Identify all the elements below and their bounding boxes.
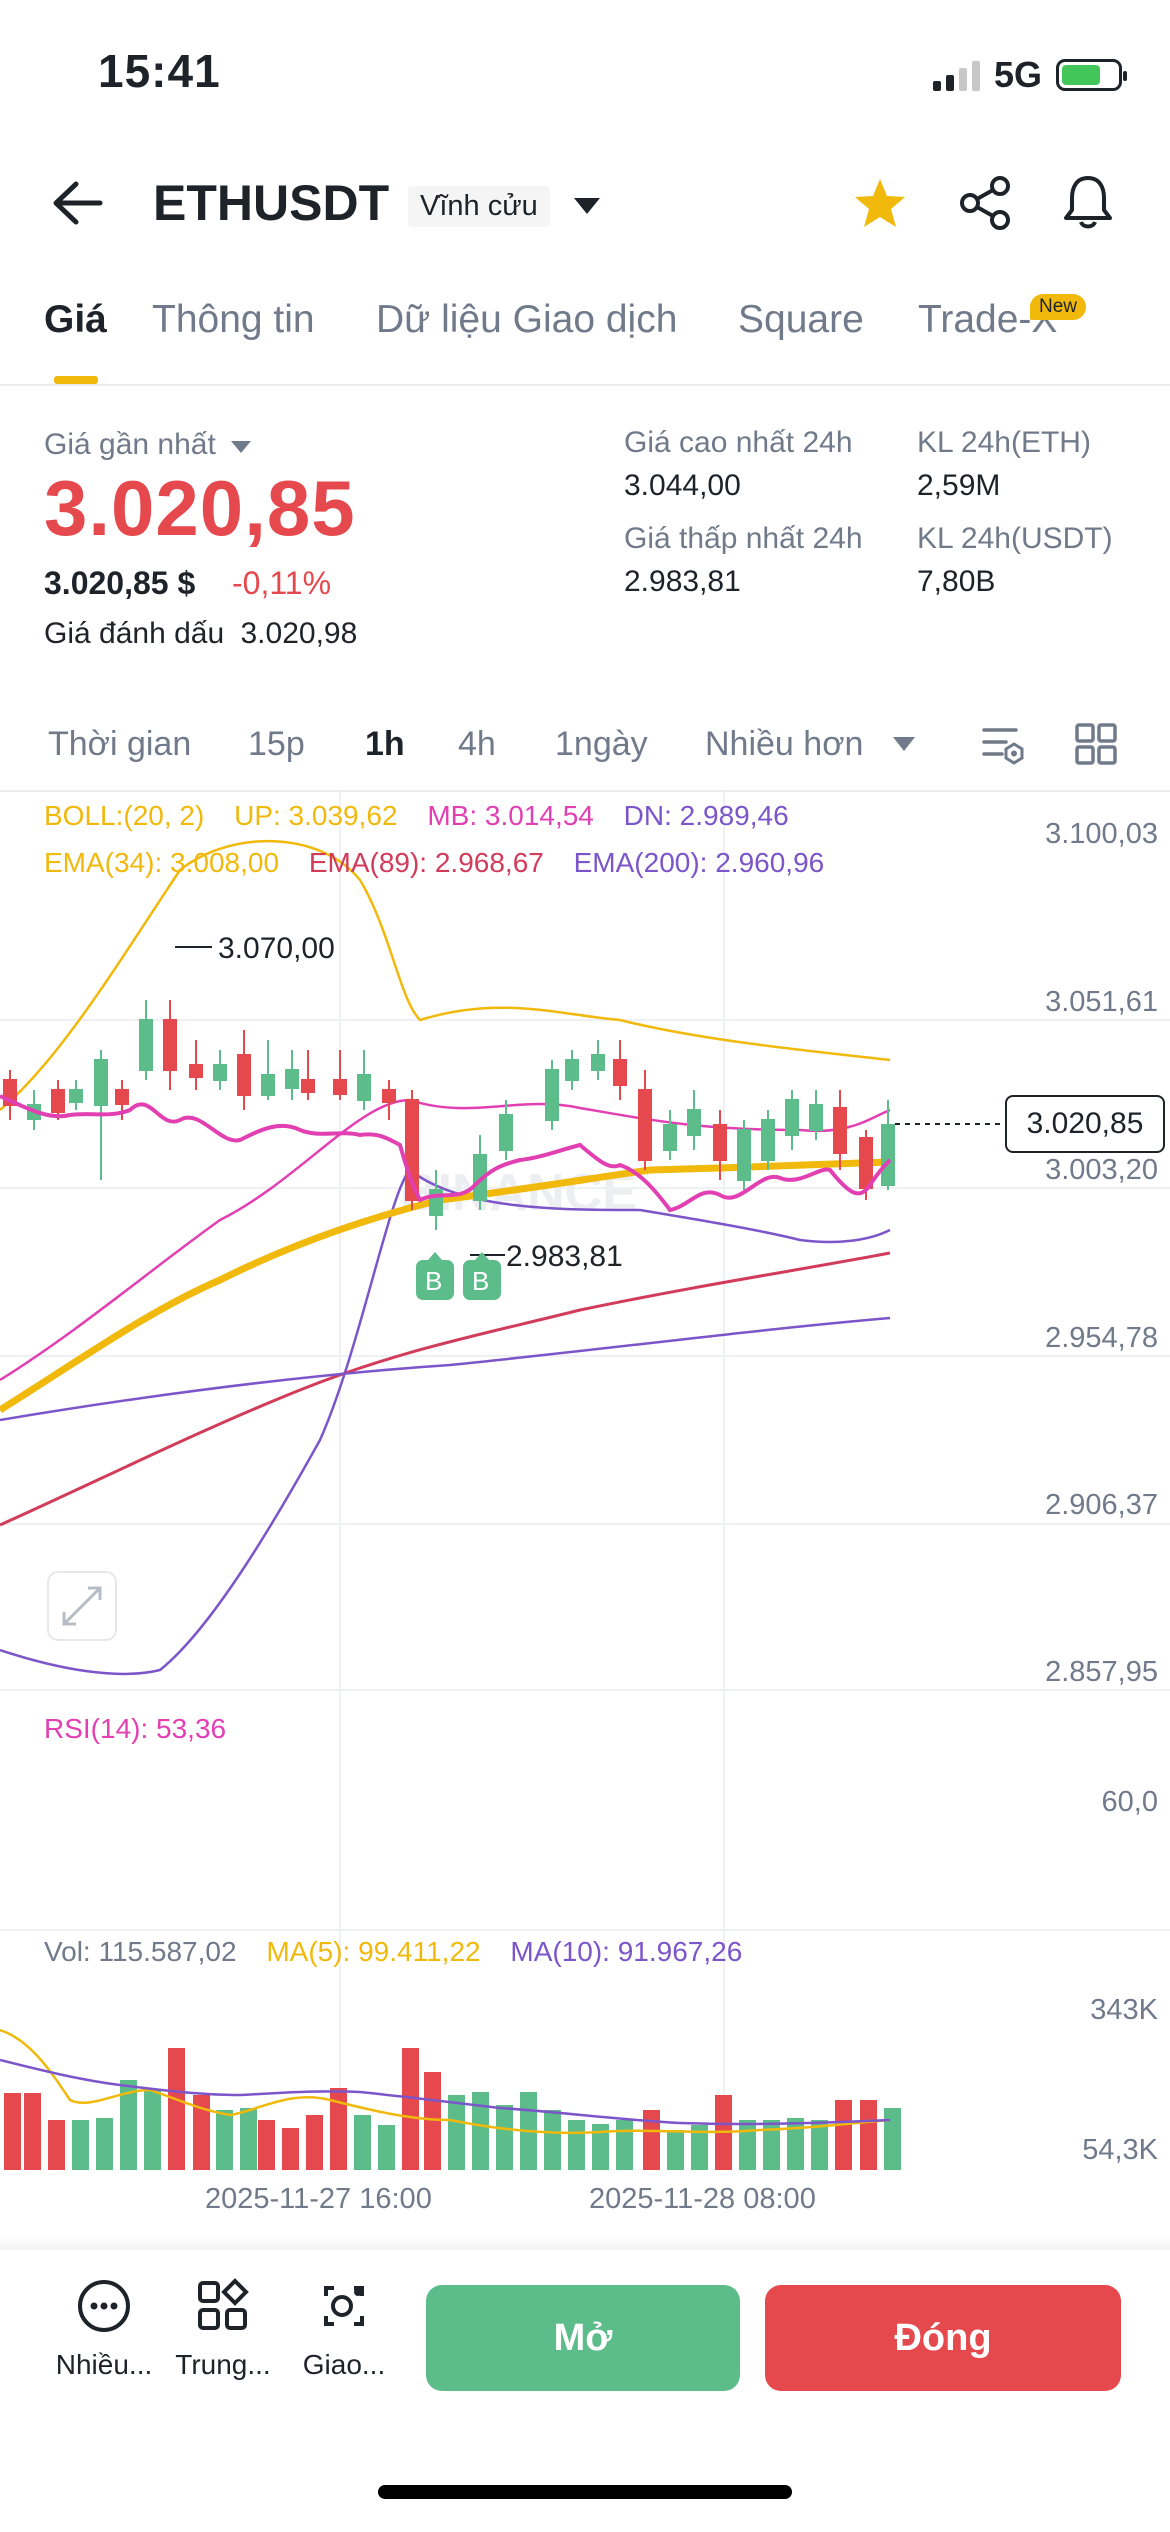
- share-icon[interactable]: [956, 174, 1014, 232]
- chart-settings-icon[interactable]: [980, 722, 1026, 766]
- current-price-label: 3.020,85: [1005, 1095, 1165, 1153]
- interval-1d[interactable]: 1ngày: [555, 725, 648, 763]
- volume-bars: [4, 2048, 901, 2170]
- vol-eth-value: 2,59M: [917, 469, 1001, 502]
- ema200-line: [0, 1316, 891, 1422]
- indicator-strip: [0, 2236, 1170, 2250]
- boll-legend: BOLL:(20, 2) UP: 3.039,62 MB: 3.014,54 D…: [44, 800, 789, 831]
- signal-icon: [932, 59, 980, 91]
- price-tick: 2.906,37: [1045, 1489, 1158, 1521]
- trade-label: Giao...: [302, 2349, 386, 2380]
- candles: [3, 1000, 895, 1230]
- symbol-title[interactable]: ETHUSDT: [153, 175, 390, 231]
- high-24h-label: Giá cao nhất 24h: [624, 426, 853, 459]
- high-24h-value: 3.044,00: [624, 469, 741, 502]
- vol-tick: 54,3K: [1082, 2134, 1158, 2166]
- vol-usdt-value: 7,80B: [917, 565, 996, 598]
- tab-trading-data[interactable]: Dữ liệu Giao dịch: [376, 298, 678, 341]
- vol-usdt-label: KL 24h(USDT): [917, 522, 1113, 555]
- ema-legend: EMA(34): 3.008,00 EMA(89): 2.968,67 EMA(…: [44, 847, 825, 878]
- more-icon: [78, 2280, 130, 2332]
- tab-divider: [0, 384, 1170, 386]
- price-tick: 3.051,61: [1045, 986, 1158, 1018]
- tab-bar: Giá Thông tin Dữ liệu Giao dịch Square T…: [0, 298, 1170, 386]
- rsi-legend: RSI(14): 53,36: [44, 1713, 227, 1744]
- caret-down-icon[interactable]: [572, 196, 602, 216]
- center-label: Trung...: [175, 2349, 271, 2380]
- last-price: 3.020,85: [44, 464, 356, 552]
- time-tick: 2025-11-28 08:00: [589, 2183, 816, 2215]
- expand-chart-button[interactable]: [47, 1571, 117, 1641]
- star-icon[interactable]: [852, 176, 908, 230]
- status-indicators: 5G: [932, 54, 1127, 96]
- high-marker-label: 3.070,00: [218, 932, 335, 965]
- boll-up-line: [0, 839, 891, 1111]
- vol-ma10-line: [0, 2058, 891, 2126]
- more-label: Nhiều...: [55, 2349, 153, 2380]
- active-tab-indicator: [54, 376, 98, 384]
- mark-price: 3.020,98: [240, 617, 358, 650]
- bell-icon[interactable]: [1060, 172, 1116, 232]
- price-tick: 3.003,20: [1045, 1154, 1158, 1186]
- buy-marker[interactable]: B: [416, 1252, 454, 1300]
- network-label: 5G: [993, 54, 1042, 95]
- vol-eth-label: KL 24h(ETH): [917, 426, 1091, 459]
- price-tick: 2.857,95: [1045, 1656, 1158, 1688]
- price-tick: 3.100,03: [1045, 818, 1158, 850]
- vol-tick: 343K: [1090, 1994, 1158, 2026]
- rsi-line: [0, 1094, 892, 1213]
- caret-down-icon: [893, 737, 915, 751]
- tab-price[interactable]: Giá: [44, 298, 107, 341]
- rsi-tick: 60,0: [1101, 1786, 1158, 1818]
- boll-dn-line: [0, 1168, 891, 1676]
- buy-marker[interactable]: B: [463, 1252, 501, 1300]
- center-menu[interactable]: Trung...: [163, 2278, 283, 2381]
- new-badge: New: [1030, 294, 1087, 320]
- home-indicator[interactable]: [378, 2485, 792, 2499]
- back-arrow-icon[interactable]: [48, 178, 104, 228]
- interval-15m[interactable]: 15p: [248, 725, 305, 763]
- svg-text:B: B: [425, 1266, 442, 1296]
- battery-icon: [1056, 59, 1127, 91]
- time-tick: 2025-11-27 16:00: [205, 2183, 432, 2215]
- tab-info[interactable]: Thông tin: [152, 298, 315, 341]
- interval-4h[interactable]: 4h: [458, 725, 496, 763]
- usd-price: 3.020,85 $: [44, 565, 196, 601]
- trade-menu[interactable]: Giao...: [284, 2278, 404, 2381]
- last-price-label[interactable]: Giá gần nhất: [44, 428, 252, 462]
- close-position-button[interactable]: Đóng: [765, 2285, 1121, 2391]
- trade-bot-icon: [324, 2286, 364, 2326]
- price-change: -0,11%: [232, 565, 332, 601]
- ema89-line: [0, 1251, 891, 1527]
- interval-1h[interactable]: 1h: [365, 725, 405, 763]
- low-24h-value: 2.983,81: [624, 565, 741, 598]
- apps-icon: [198, 2278, 249, 2330]
- interval-more[interactable]: Nhiều hơn: [705, 725, 864, 763]
- kline-chart[interactable]: BINANCE: [0, 790, 1170, 2180]
- open-position-button[interactable]: Mở: [426, 2285, 740, 2391]
- vol-legend: Vol: 115.587,02 MA(5): 99.411,22 MA(10):…: [44, 1936, 743, 1967]
- low-marker-label: 2.983,81: [506, 1240, 623, 1273]
- caret-down-small-icon: [231, 441, 252, 453]
- low-24h-label: Giá thấp nhất 24h: [624, 522, 863, 555]
- svg-text:B: B: [472, 1266, 489, 1296]
- more-menu[interactable]: Nhiều...: [44, 2278, 164, 2381]
- mark-price-row: Giá đánh dấu 3.020,98: [44, 617, 357, 651]
- boll-mb-line: [0, 1098, 891, 1382]
- toolbar-divider: [0, 790, 1170, 792]
- contract-type-badge: Vĩnh cửu: [408, 186, 550, 227]
- price-tick: 2.954,78: [1045, 1322, 1158, 1354]
- tab-square[interactable]: Square: [738, 298, 864, 341]
- layout-grid-icon[interactable]: [1074, 722, 1118, 766]
- status-time: 15:41: [98, 45, 221, 97]
- interval-time[interactable]: Thời gian: [48, 725, 192, 763]
- mark-price-label: Giá đánh dấu: [44, 617, 225, 650]
- vol-ma5-line: [0, 2028, 891, 2135]
